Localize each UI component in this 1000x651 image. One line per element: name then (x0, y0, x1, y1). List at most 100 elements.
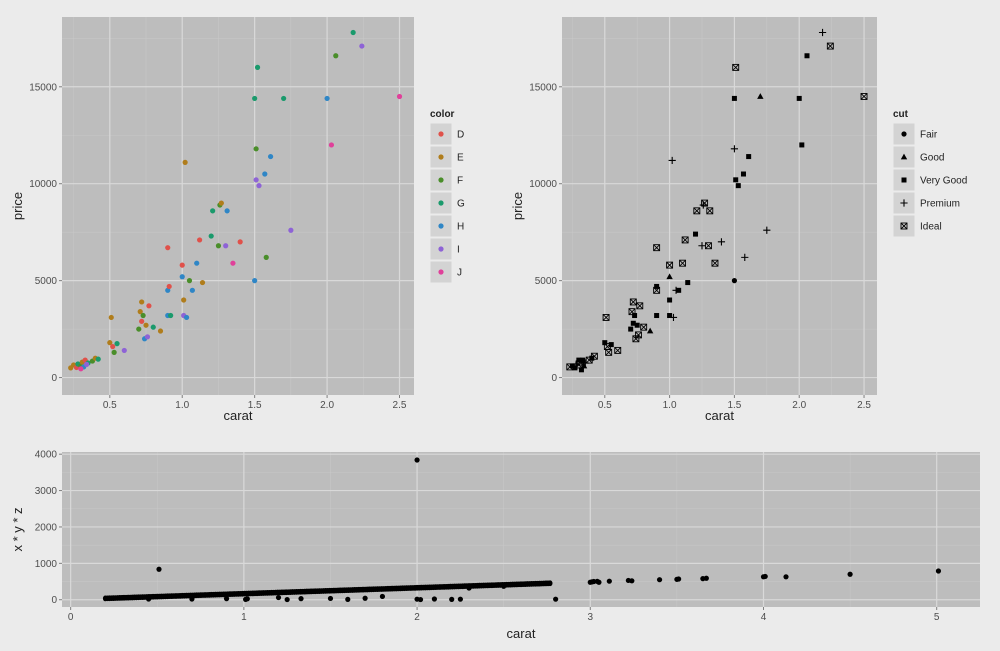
data-point (166, 283, 172, 290)
data-point-cross (632, 335, 640, 343)
data-point-box (602, 314, 610, 321)
legend-swatch (438, 246, 444, 252)
y-tick-label: 3000 (35, 486, 58, 497)
data-point-box (590, 352, 598, 360)
data-point (253, 146, 259, 152)
data-point (762, 573, 768, 580)
data-point (602, 340, 608, 346)
data-point (826, 42, 834, 50)
data-point-box (605, 348, 613, 356)
x-tick-label: 2.5 (857, 400, 871, 411)
data-point (731, 278, 738, 284)
data-point (181, 297, 187, 303)
data-point (614, 346, 622, 354)
data-points (68, 29, 403, 372)
data-point (666, 273, 673, 280)
x-tick-label: 2 (414, 612, 420, 623)
data-point (328, 142, 335, 148)
data-point (121, 347, 127, 354)
x-tick-label: 1.5 (248, 400, 262, 411)
legend-item: J (429, 260, 462, 284)
data-point (553, 596, 559, 602)
data-point (847, 571, 853, 577)
data-point (110, 343, 116, 350)
data-point (711, 259, 719, 267)
legend-label: G (457, 199, 465, 210)
data-point (136, 326, 142, 332)
data-point (654, 313, 660, 319)
x-tick-label: 1.5 (727, 400, 741, 411)
data-point-cross (629, 298, 637, 306)
data-point (254, 64, 261, 70)
data-point (146, 303, 152, 309)
data-point (396, 93, 403, 100)
data-point-cross (653, 244, 660, 251)
data-point (298, 596, 304, 602)
data-point (629, 578, 635, 584)
data-point (544, 580, 550, 586)
data-point (345, 596, 351, 602)
data-point (223, 596, 230, 602)
data-point (860, 93, 868, 100)
data-point-box (628, 308, 636, 316)
legend-swatch (438, 131, 444, 137)
data-point (288, 227, 294, 233)
data-point-box (706, 207, 714, 215)
legend-label: Premium (920, 199, 960, 210)
data-point (668, 156, 676, 165)
data-point (457, 596, 463, 602)
legend-swatch (438, 177, 444, 183)
data-point (669, 313, 678, 322)
legend-swatch (900, 153, 908, 160)
data-point (576, 357, 582, 363)
data-point (179, 274, 185, 280)
legend-label: I (457, 245, 460, 256)
data-point (449, 596, 455, 602)
data-point (183, 314, 190, 321)
data-point-cross (701, 199, 708, 207)
data-point (144, 334, 151, 340)
y-tick-label: 5000 (35, 276, 58, 287)
data-point (935, 568, 942, 574)
data-point (693, 207, 701, 215)
data-point-cross (711, 259, 719, 267)
legend-swatch-cross (900, 222, 908, 230)
data-point (179, 262, 185, 268)
data-point (109, 595, 115, 601)
x-tick-label: 0 (68, 612, 74, 623)
data-point (535, 581, 541, 587)
data-point (414, 457, 420, 463)
legend-item: D (429, 122, 464, 146)
y-axis-title: price (10, 192, 25, 220)
data-point (635, 331, 642, 339)
legend-swatch (901, 177, 907, 183)
data-point (95, 356, 101, 362)
data-point (757, 93, 764, 99)
data-point (681, 236, 689, 244)
data-point (640, 323, 648, 331)
data-point (267, 153, 274, 160)
y-tick-label: 0 (51, 373, 57, 384)
y-axis-title: price (510, 192, 525, 220)
legend-item: H (429, 214, 464, 238)
data-points (566, 28, 868, 373)
legend-item: Premium (892, 191, 960, 215)
legend-swatch (438, 154, 444, 160)
data-point (156, 566, 162, 572)
data-point-cross (860, 93, 868, 100)
legend-label: J (457, 268, 462, 279)
data-point-cross (614, 347, 622, 354)
data-point (186, 278, 193, 284)
data-point (605, 348, 613, 356)
legend-swatch (438, 223, 444, 229)
data-point (741, 253, 749, 261)
data-point (431, 596, 437, 602)
data-point (165, 245, 171, 251)
data-point (685, 280, 691, 286)
data-point-box (614, 346, 622, 354)
data-point (783, 574, 789, 580)
legend-item: G (429, 191, 465, 215)
data-point (735, 183, 741, 189)
data-point-cross (679, 259, 686, 267)
